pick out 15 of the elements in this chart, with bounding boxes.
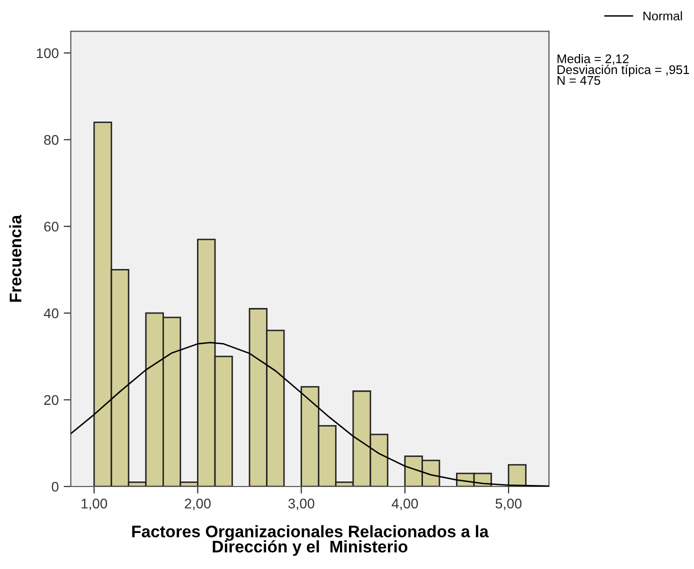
x-tick-label: 5,00 [496,498,522,510]
y-axis-title: Frecuencia [9,214,22,302]
x-tick-label: 4,00 [392,498,418,510]
legend-label: Normal [643,11,682,20]
text: Media = 2,12 Desviación típica = ,951 N = 475 [558,54,690,85]
y-tick-label: 0 [52,482,58,492]
y-tick-label: 40 [44,308,58,318]
x-tick-label: 3,00 [288,498,314,510]
y-tick-label: 100 [36,48,58,58]
x-tick-label: 1,00 [82,498,108,510]
y-tick-label: 20 [44,395,58,405]
x-tick-label: 2,00 [184,498,211,510]
y-tick-label: 60 [44,222,58,232]
x-axis-title: Factores Organizacionales Relacionados a la Dirección y el Ministerio [132,525,489,556]
y-tick-label: 80 [44,135,58,145]
